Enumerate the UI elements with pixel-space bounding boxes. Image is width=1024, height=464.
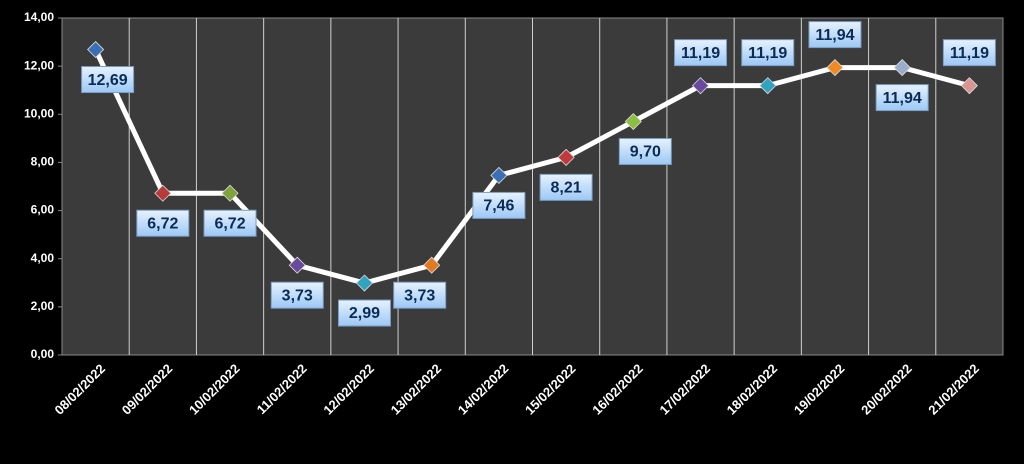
data-label-box [875, 84, 929, 112]
x-tick-label: 08/02/2022 [52, 361, 109, 418]
data-label: 11,19 [748, 45, 787, 62]
data-label-box [337, 299, 391, 327]
data-label-box [472, 191, 526, 219]
x-tick-label: 21/02/2022 [925, 361, 982, 418]
y-tick-label: 14,00 [24, 10, 54, 24]
data-label-box [741, 39, 795, 67]
y-tick-label: 0,00 [31, 347, 55, 361]
data-label: 7,46 [483, 198, 514, 215]
data-label: 11,19 [950, 45, 989, 62]
marker [960, 77, 978, 95]
x-tick-label: 16/02/2022 [589, 361, 646, 418]
data-label-box [539, 173, 593, 201]
y-tick-label: 8,00 [31, 155, 55, 169]
marker [423, 256, 441, 274]
data-label-box [618, 138, 672, 166]
data-label-box [393, 281, 447, 309]
y-tick-label: 2,00 [31, 299, 55, 313]
data-label: 9,70 [630, 144, 661, 161]
x-tick-label: 10/02/2022 [186, 361, 243, 418]
y-tick-label: 10,00 [24, 106, 54, 120]
data-label: 3,73 [282, 287, 313, 304]
marker [826, 59, 844, 77]
data-label: 3,73 [404, 287, 435, 304]
data-label-box [942, 39, 996, 67]
data-label: 11,19 [681, 45, 720, 62]
data-label: 8,21 [551, 180, 582, 197]
marker [624, 112, 642, 131]
marker [87, 40, 105, 59]
data-label-box [808, 21, 862, 49]
line [93, 48, 971, 286]
data-label-box [81, 66, 135, 94]
data-label: 2,99 [349, 305, 380, 322]
x-tick-label: 19/02/2022 [791, 361, 848, 418]
marker [893, 59, 911, 77]
y-tick-label: 4,00 [31, 251, 55, 265]
x-tick-label: 12/02/2022 [320, 361, 377, 418]
data-label-box [270, 281, 324, 309]
marker [355, 274, 374, 292]
marker [557, 148, 575, 166]
x-tick-label: 20/02/2022 [858, 361, 915, 418]
data-label-box [136, 209, 190, 237]
data-label: 11,94 [815, 27, 854, 44]
y-tick-label: 6,00 [31, 203, 55, 217]
marker [288, 256, 306, 274]
data-label: 12,69 [88, 72, 128, 89]
marker [154, 184, 172, 202]
marker [490, 166, 508, 184]
marker [221, 184, 239, 202]
data-label: 11,94 [883, 90, 922, 107]
x-tick-label: 11/02/2022 [254, 361, 310, 417]
x-tick-label: 15/02/2022 [522, 361, 579, 418]
x-tick-label: 17/02/2022 [656, 361, 713, 418]
x-tick-label: 18/02/2022 [724, 361, 781, 418]
x-tick-label: 14/02/2022 [455, 361, 512, 418]
x-tick-label: 13/02/2022 [388, 361, 445, 418]
data-label: 6,72 [214, 215, 245, 232]
marker [759, 77, 777, 95]
x-tick-label: 09/02/2022 [119, 361, 176, 418]
data-label-box [674, 39, 728, 67]
y-tick-label: 12,00 [24, 58, 54, 72]
data-label-box [203, 209, 257, 237]
data-label: 6,72 [147, 215, 178, 232]
marker [691, 77, 710, 95]
